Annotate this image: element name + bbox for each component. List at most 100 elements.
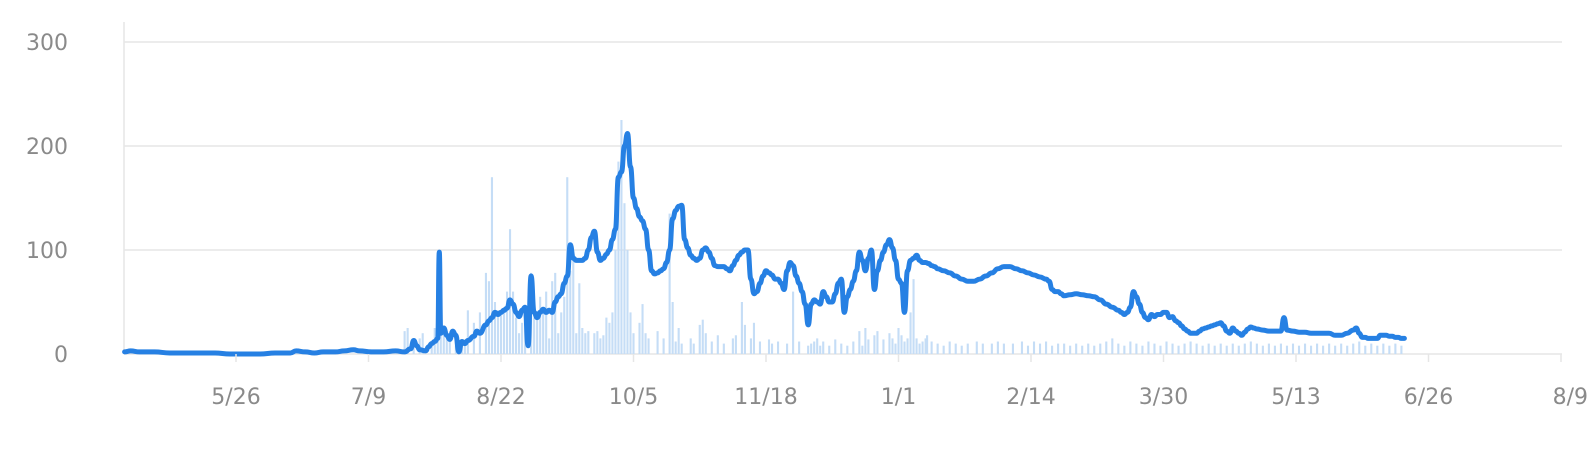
volume-bar [656, 331, 659, 354]
volume-bar [1195, 343, 1198, 354]
volume-bar [1026, 345, 1030, 354]
volume-bar [463, 339, 466, 354]
volume-bar [698, 324, 701, 354]
volume-bar [626, 250, 629, 354]
volume-bar [1273, 345, 1276, 354]
volume-bar [1328, 343, 1331, 354]
x-tick-label: 8/9 [1553, 385, 1588, 410]
volume-bar [593, 333, 596, 354]
volume-bar [578, 283, 581, 354]
volume-bar [608, 322, 611, 354]
volume-bar [466, 310, 469, 354]
volume-bar [1032, 341, 1036, 354]
x-tick-labels: 5/26 7/9 8/22 10/5 11/18 1/1 2/14 3/30 5/13 6/26 8… [211, 354, 1588, 410]
volume-bar [545, 291, 548, 354]
volume-bar [810, 343, 813, 354]
volume-bar [1159, 345, 1162, 354]
volume-bar [671, 302, 674, 354]
x-tick-label: 5/13 [1271, 385, 1320, 410]
volume-bar [1207, 343, 1210, 354]
volume-bar [551, 281, 554, 354]
volume-bar [1376, 345, 1379, 354]
volume-bar [873, 335, 876, 354]
volume-bar [1261, 345, 1264, 354]
volume-bar [677, 328, 680, 354]
y-tick-label: 300 [26, 31, 68, 56]
volume-bar [662, 338, 665, 354]
volume-bar [1255, 343, 1258, 354]
volume-bar [767, 339, 771, 354]
volume-bar [406, 328, 409, 354]
volume-bar [536, 312, 539, 354]
volume-bar [743, 324, 746, 354]
volume-bar [1069, 345, 1072, 354]
volume-bar [1364, 345, 1367, 354]
volume-bar [1189, 341, 1192, 354]
x-tick-label: 11/18 [734, 385, 797, 410]
volume-bar [834, 339, 837, 354]
volume-bar [1297, 345, 1301, 354]
volume-bar [722, 343, 725, 354]
volume-bar [539, 296, 542, 354]
volume-bar [749, 338, 752, 354]
volume-bar [954, 343, 957, 354]
volume-bar [572, 260, 575, 354]
volume-bar [1279, 343, 1282, 354]
volume-bar [909, 312, 912, 354]
volume-bar [1093, 345, 1096, 354]
x-tick-label: 8/22 [476, 385, 525, 410]
volume-bar [442, 328, 445, 354]
volume-bar [1165, 341, 1168, 354]
volume-bar [882, 339, 885, 354]
volume-bar [792, 291, 795, 354]
volume-bar [1310, 345, 1313, 354]
y-tick-label: 0 [54, 343, 68, 368]
volume-bar [560, 312, 563, 354]
volume-bar [1105, 341, 1108, 354]
volume-bars [403, 120, 1403, 354]
volume-bar [1075, 343, 1078, 354]
series-line [122, 131, 1407, 357]
volume-bar [533, 317, 536, 354]
volume-bar [1135, 343, 1138, 354]
volume-bar [867, 339, 870, 354]
volume-bar [692, 343, 695, 354]
volume-bar [981, 343, 984, 354]
volume-bar [542, 307, 545, 354]
volume-bar [569, 270, 572, 354]
volume-bar [701, 319, 704, 354]
volume-bar [864, 328, 867, 354]
volume-bar [554, 272, 557, 354]
volume-bar [776, 341, 780, 354]
volume-bar [412, 343, 415, 354]
volume-bar [632, 333, 635, 354]
volume-bar [508, 229, 512, 354]
volume-bar [807, 345, 810, 354]
volume-bar [448, 341, 451, 354]
volume-bar [499, 314, 503, 354]
volume-bar [611, 312, 614, 354]
volume-bar [493, 302, 497, 354]
volume-bar [445, 333, 448, 354]
volume-bar [1225, 345, 1228, 354]
volume-bar [1334, 345, 1337, 354]
x-tick-label: 10/5 [609, 385, 658, 410]
volume-bar [1358, 341, 1361, 354]
volume-bar [605, 317, 608, 354]
volume-bar [1057, 343, 1060, 354]
volume-bar [1346, 345, 1349, 354]
volume-bar [1340, 343, 1343, 354]
volume-bar [740, 302, 743, 354]
volume-bar [1051, 345, 1054, 354]
volume-bar [490, 177, 494, 354]
volume-bar [1129, 341, 1132, 354]
x-tick-label: 5/26 [211, 385, 260, 410]
volume-bar [915, 338, 918, 354]
volume-bar [936, 343, 939, 354]
volume-bar [505, 291, 509, 354]
volume-bar [770, 343, 774, 354]
volume-bar [1291, 343, 1295, 354]
volume-bar [819, 345, 822, 354]
volume-bar [403, 331, 406, 354]
volume-bar [966, 343, 969, 354]
